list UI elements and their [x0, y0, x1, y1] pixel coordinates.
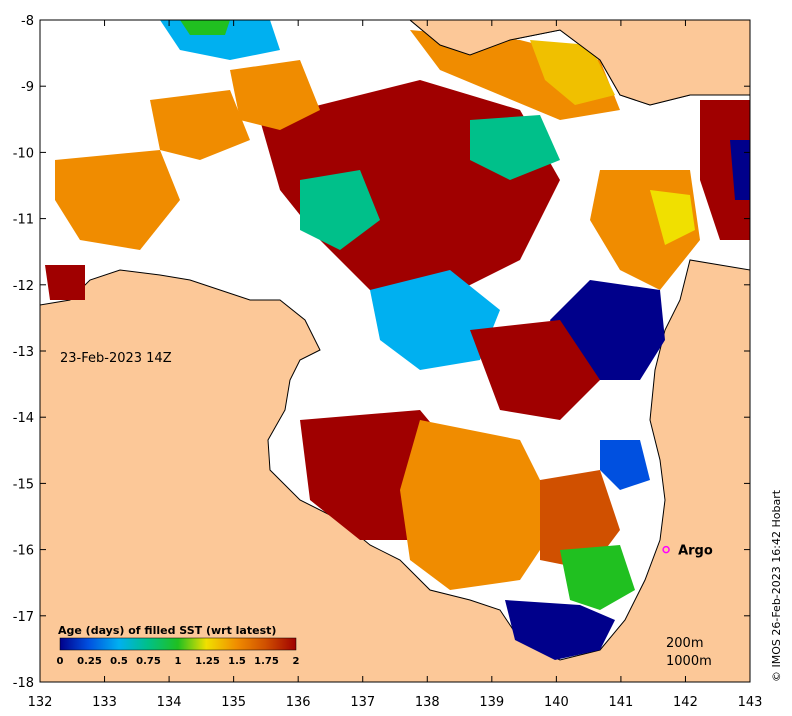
- x-tick-label: 142: [673, 695, 698, 710]
- x-tick-label: 143: [738, 695, 763, 710]
- y-tick-label: -13: [13, 345, 34, 360]
- x-tick-label: 140: [544, 695, 569, 710]
- legend-tick-label: 1.75: [254, 656, 279, 667]
- x-tick-label: 135: [221, 695, 246, 710]
- depth-label-1000m: 1000m: [666, 654, 712, 669]
- legend-colorbar: [59, 637, 297, 651]
- x-tick-label: 138: [415, 695, 440, 710]
- credit-text: © IMOS 26-Feb-2023 16:42 Hobart: [770, 489, 783, 682]
- x-tick-label: 132: [28, 695, 53, 710]
- y-tick-label: -17: [13, 610, 34, 625]
- map-plot-area: [40, 20, 750, 682]
- argo-label: Argo: [678, 544, 713, 559]
- land-fragment: [409, 20, 750, 106]
- legend-tick-label: 1: [175, 656, 182, 667]
- y-tick-label: -15: [13, 477, 34, 492]
- date-label: 23-Feb-2023 14Z: [60, 351, 172, 366]
- argo-marker[interactable]: [662, 545, 670, 554]
- legend-tick-label: 1.25: [195, 656, 220, 667]
- y-tick-label: -14: [13, 411, 34, 426]
- legend-tick-label: 0.25: [77, 656, 102, 667]
- y-tick-label: -12: [13, 279, 34, 294]
- legend-title: Age (days) of filled SST (wrt latest): [58, 624, 276, 637]
- legend-tick-label: 0: [57, 656, 64, 667]
- y-tick-label: -11: [13, 213, 34, 228]
- y-tick-label: -8: [21, 14, 34, 29]
- x-tick-label: 133: [92, 695, 117, 710]
- legend-ticks: 0 0.25 0.5 0.75 1 1.25 1.5 1.75 2: [57, 656, 300, 667]
- legend-tick-label: 1.5: [228, 656, 246, 667]
- depth-label-200m: 200m: [666, 636, 703, 651]
- x-axis: 132 133 134 135 136 137 138 139 140 141 142 143: [28, 20, 763, 710]
- y-tick-label: -10: [13, 146, 34, 161]
- x-tick-label: 137: [350, 695, 375, 710]
- y-tick-label: -9: [21, 80, 34, 95]
- legend-tick-label: 0.5: [110, 656, 128, 667]
- y-axis: -8 -9 -10 -11 -12 -13 -14 -15 -16 -17 -18: [13, 14, 750, 691]
- x-tick-label: 136: [286, 695, 311, 710]
- x-tick-label: 134: [157, 695, 182, 710]
- y-tick-label: -18: [13, 676, 34, 691]
- sst-age-field: [45, 20, 750, 660]
- legend-tick-label: 2: [293, 656, 300, 667]
- x-tick-label: 141: [608, 695, 633, 710]
- x-tick-label: 139: [479, 695, 504, 710]
- legend-tick-label: 0.75: [136, 656, 161, 667]
- y-tick-label: -16: [13, 544, 34, 559]
